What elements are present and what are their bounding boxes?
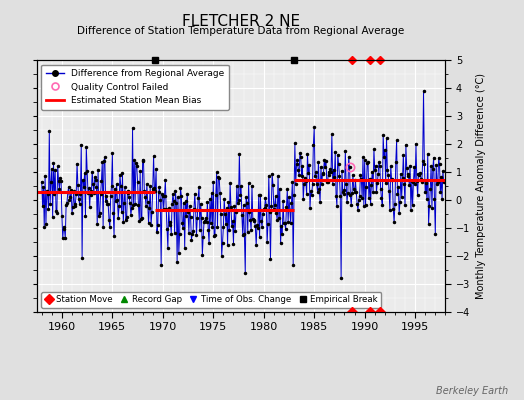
Legend: Station Move, Record Gap, Time of Obs. Change, Empirical Break: Station Move, Record Gap, Time of Obs. C…: [41, 292, 381, 308]
Text: Berkeley Earth: Berkeley Earth: [436, 386, 508, 396]
Text: Difference of Station Temperature Data from Regional Average: Difference of Station Temperature Data f…: [78, 26, 405, 36]
Y-axis label: Monthly Temperature Anomaly Difference (°C): Monthly Temperature Anomaly Difference (…: [476, 73, 486, 299]
Text: FLETCHER 2 NE: FLETCHER 2 NE: [182, 14, 300, 29]
